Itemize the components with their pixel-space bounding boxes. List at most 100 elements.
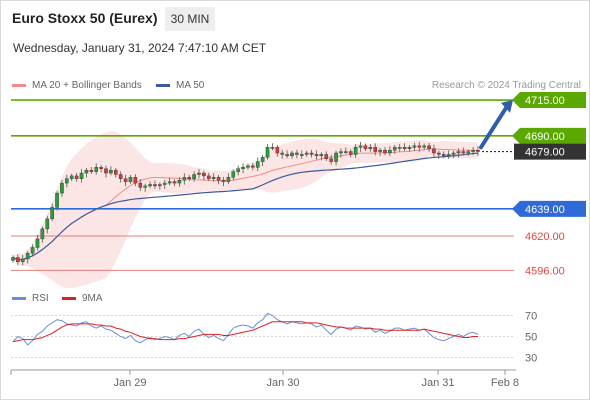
- level-tag-4715.00: [512, 92, 586, 109]
- level-label-4679.00: 4679.00: [525, 147, 565, 159]
- rsi-tick-30: 30: [525, 353, 537, 365]
- ma50-swatch: [156, 84, 170, 87]
- legend-ma20: MA 20 + Bollinger Bands: [12, 80, 142, 91]
- rsi-ma-line: [12, 321, 478, 343]
- candle: [466, 151, 471, 154]
- candle: [84, 169, 89, 174]
- candle: [231, 171, 236, 178]
- legend-rsi: RSI: [12, 293, 49, 304]
- candle: [241, 167, 245, 169]
- rsi-tick-70: 70: [525, 311, 537, 323]
- candle: [187, 177, 192, 179]
- target-arrow-shaft: [479, 105, 508, 150]
- timeframe-badge[interactable]: 30 MIN: [165, 7, 215, 31]
- candle: [363, 145, 368, 149]
- candle: [211, 177, 216, 179]
- candle: [202, 172, 206, 177]
- ma20-swatch: [12, 84, 26, 87]
- candle: [251, 165, 255, 168]
- candle: [388, 149, 392, 154]
- candle: [197, 172, 201, 175]
- candle: [50, 207, 54, 220]
- ma50-line: [12, 152, 479, 261]
- candle: [309, 152, 314, 155]
- candle: [65, 178, 69, 184]
- candle: [344, 151, 348, 153]
- candle: [402, 147, 407, 149]
- candle: [290, 152, 294, 157]
- candle: [348, 151, 353, 155]
- level-label-4620.00: 4620.00: [525, 231, 565, 243]
- candle: [358, 145, 363, 148]
- x-tick-label-Jan 31: Jan 31: [421, 377, 454, 389]
- x-tick-label-Jan 30: Jan 30: [266, 377, 299, 389]
- candle: [451, 152, 456, 155]
- candle: [104, 168, 108, 174]
- level-tag-4679.00: [514, 143, 586, 160]
- candle: [20, 258, 25, 263]
- candle: [392, 147, 397, 151]
- legend-ma50: MA 50: [156, 80, 204, 91]
- candle: [226, 177, 231, 182]
- candle: [113, 169, 118, 175]
- candle: [74, 175, 79, 179]
- level-label-4639.00: 4639.00: [525, 204, 565, 216]
- candle: [339, 151, 343, 154]
- candle: [123, 178, 128, 182]
- legend-rsi-ma: 9MA: [62, 293, 103, 304]
- rsi-line: [12, 312, 479, 346]
- candle: [329, 158, 333, 162]
- candle: [79, 172, 84, 179]
- candle: [16, 257, 20, 263]
- target-arrowhead: [501, 99, 513, 113]
- candle: [221, 180, 226, 182]
- candle: [153, 184, 157, 187]
- candle: [471, 149, 475, 152]
- candle: [118, 174, 123, 179]
- level-label-4690.00: 4690.00: [525, 131, 565, 143]
- candle: [45, 218, 50, 230]
- candle: [216, 177, 221, 181]
- candle: [99, 167, 103, 169]
- candle: [109, 169, 113, 174]
- candle: [476, 149, 480, 152]
- candle: [446, 154, 451, 157]
- candle: [40, 228, 45, 240]
- candle: [417, 145, 422, 148]
- candle: [456, 151, 461, 154]
- candles-group: [11, 141, 480, 266]
- chart-title: Euro Stoxx 50 (Eurex): [12, 10, 158, 26]
- candle: [353, 147, 358, 155]
- level-tag-4690.00: [512, 127, 586, 144]
- candle: [206, 175, 211, 179]
- candle: [461, 151, 466, 154]
- candle: [265, 147, 270, 158]
- candle: [378, 149, 382, 152]
- candle: [236, 168, 240, 172]
- candle: [35, 238, 40, 248]
- candle: [25, 253, 30, 260]
- candle: [182, 177, 187, 181]
- candle: [285, 154, 289, 157]
- candle: [334, 152, 338, 162]
- candle: [143, 185, 147, 188]
- candle: [192, 174, 196, 179]
- candle: [407, 147, 412, 149]
- candle: [319, 154, 324, 157]
- ma50-label: MA 50: [176, 80, 205, 91]
- bollinger-band: [13, 130, 478, 289]
- ma20-label: MA 20 + Bollinger Bands: [32, 80, 142, 91]
- candle: [69, 175, 74, 179]
- candle: [427, 145, 431, 149]
- candle: [441, 154, 446, 157]
- candle: [314, 154, 319, 157]
- x-tick-label-Jan 29: Jan 29: [113, 377, 146, 389]
- credit-text: Research © 2024 Trading Central: [431, 80, 581, 91]
- level-label-4596.00: 4596.00: [525, 265, 565, 277]
- candle: [280, 152, 285, 155]
- x-tick-label-Feb 8: Feb 8: [491, 377, 519, 389]
- candle: [412, 145, 417, 148]
- candle: [162, 182, 167, 185]
- candle: [324, 154, 329, 159]
